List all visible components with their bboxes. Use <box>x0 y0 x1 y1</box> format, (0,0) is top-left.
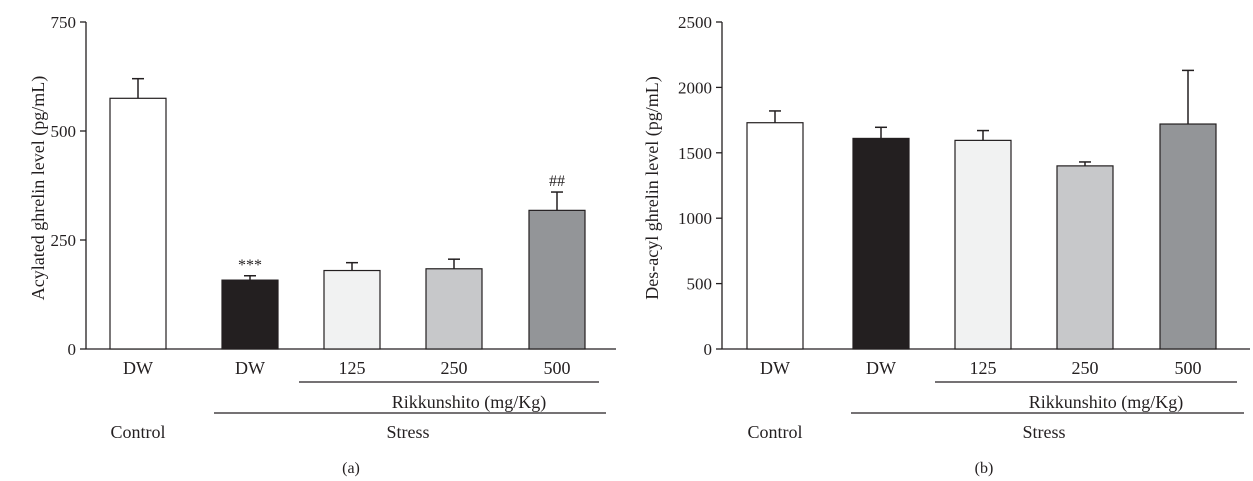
group-label-control-a: Control <box>110 422 165 442</box>
bar-a-0 <box>109 97 167 350</box>
y-tick-label-b-2: 1000 <box>678 209 712 228</box>
bar-b-0 <box>746 122 804 350</box>
bar-a-2 <box>323 269 381 350</box>
panel-b: Des-acyl ghrelin level (pg/mL) 0 500 1000 1… <box>642 13 1250 477</box>
panel-a: Acylated ghrelin level (pg/mL) 0 250 500 75… <box>28 13 616 477</box>
y-axis-label-b: Des-acyl ghrelin level (pg/mL) <box>642 76 663 299</box>
annotation-a-1: *** <box>238 257 262 274</box>
bars-b: DW DW 125 250 500 <box>746 69 1217 378</box>
bars-a: DW *** DW 125 250 ## 500 <box>109 77 586 378</box>
bar-b-2 <box>954 139 1012 350</box>
category-label-b-2: 125 <box>970 358 997 378</box>
bar-a-4 <box>528 209 586 350</box>
y-tick-label-b-3: 1500 <box>678 144 712 163</box>
y-tick-label-a-2: 500 <box>51 122 77 141</box>
group-label-treatment-a: Rikkunshito (mg/Kg) <box>392 392 547 413</box>
y-tick-label-a-3: 750 <box>51 13 77 32</box>
category-label-b-4: 500 <box>1175 358 1202 378</box>
category-label-a-4: 500 <box>544 358 571 378</box>
bar-b-3 <box>1056 165 1114 350</box>
category-label-b-0: DW <box>760 358 790 378</box>
group-label-stress-a: Stress <box>386 422 429 442</box>
category-label-b-3: 250 <box>1072 358 1099 378</box>
bar-b-4 <box>1159 123 1217 350</box>
y-tick-label-b-4: 2000 <box>678 78 712 97</box>
group-label-stress-b: Stress <box>1022 422 1065 442</box>
category-label-a-0: DW <box>123 358 153 378</box>
y-tick-label-b-1: 500 <box>687 275 713 294</box>
y-tick-label-b-5: 2500 <box>678 13 712 32</box>
group-label-treatment-b: Rikkunshito (mg/Kg) <box>1029 392 1184 413</box>
panel-label-b: (b) <box>975 460 994 477</box>
bar-a-3 <box>425 268 483 350</box>
bar-b-1 <box>852 137 910 350</box>
y-tick-label-b-0: 0 <box>704 340 713 359</box>
group-label-control-b: Control <box>747 422 802 442</box>
bar-a-1 <box>221 279 279 350</box>
category-label-a-3: 250 <box>441 358 468 378</box>
annotation-a-4: ## <box>549 173 565 190</box>
category-label-b-1: DW <box>866 358 896 378</box>
axes-a: 0 250 500 750 <box>51 13 616 414</box>
y-tick-label-a-0: 0 <box>68 340 77 359</box>
y-axis-label-a: Acylated ghrelin level (pg/mL) <box>28 76 49 300</box>
category-label-a-2: 125 <box>339 358 366 378</box>
y-tick-label-a-1: 250 <box>51 231 77 250</box>
category-label-a-1: DW <box>235 358 265 378</box>
panel-label-a: (a) <box>342 460 360 477</box>
